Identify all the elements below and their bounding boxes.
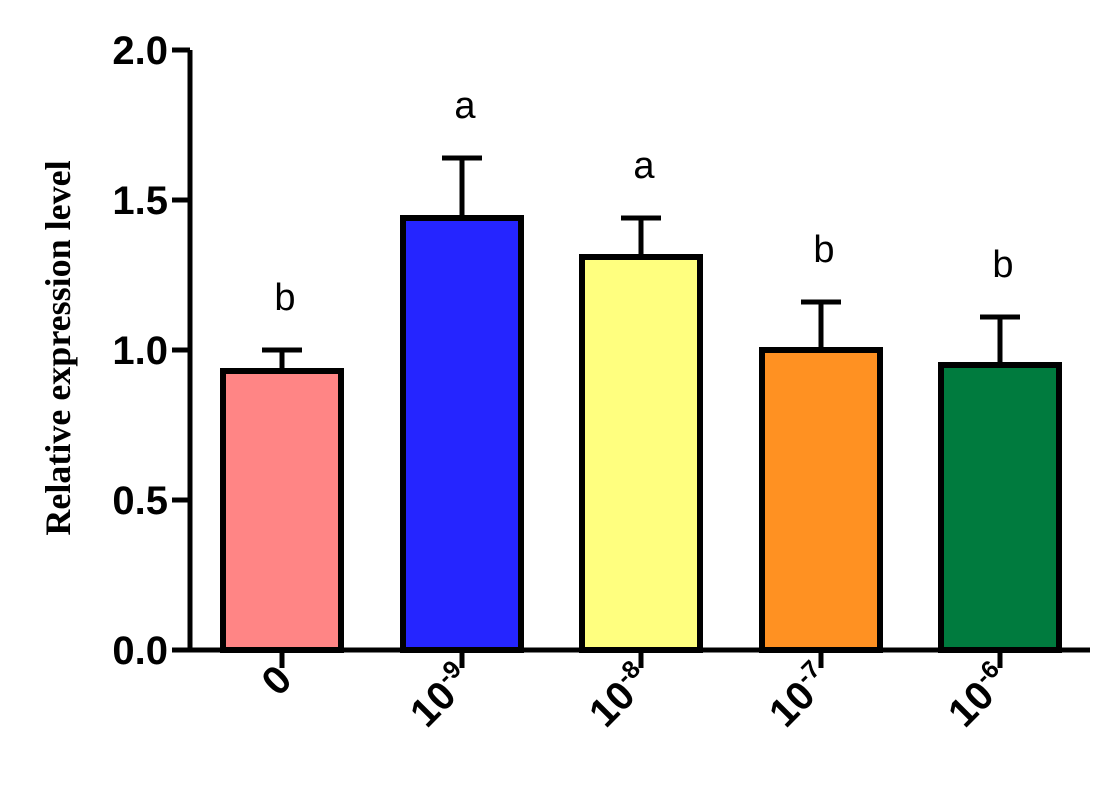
significance-label: b bbox=[813, 229, 834, 271]
bar bbox=[759, 347, 883, 653]
y-tick-label: 0.0 bbox=[112, 629, 168, 673]
significance-label: b bbox=[274, 277, 295, 319]
y-tick-label: 2.0 bbox=[112, 29, 168, 73]
significance-label: b bbox=[992, 244, 1013, 286]
tick-labels: 0.0 0.5 1.0 1.5 2.0 b 0 a 10-9 a 10-8 b 10-7 b 10-6 bbox=[112, 29, 1018, 736]
bars bbox=[220, 155, 1062, 653]
x-tick-label: 0 bbox=[254, 657, 301, 704]
significance-label: a bbox=[454, 85, 476, 127]
y-tick-label: 1.5 bbox=[112, 179, 168, 223]
x-tick-label: 10-9 bbox=[400, 655, 480, 735]
y-tick-label: 0.5 bbox=[112, 479, 168, 523]
bar bbox=[400, 215, 524, 653]
bar bbox=[938, 362, 1062, 653]
x-tick-label: 10-7 bbox=[759, 655, 839, 735]
bar bbox=[579, 254, 703, 653]
x-tick-label: 10-8 bbox=[579, 655, 659, 735]
x-tick-label: 10-6 bbox=[938, 655, 1018, 735]
bar bbox=[220, 368, 344, 653]
y-tick-label: 1.0 bbox=[112, 329, 168, 373]
y-axis-label: Relative expression level bbox=[38, 160, 78, 535]
significance-label: a bbox=[633, 145, 655, 187]
